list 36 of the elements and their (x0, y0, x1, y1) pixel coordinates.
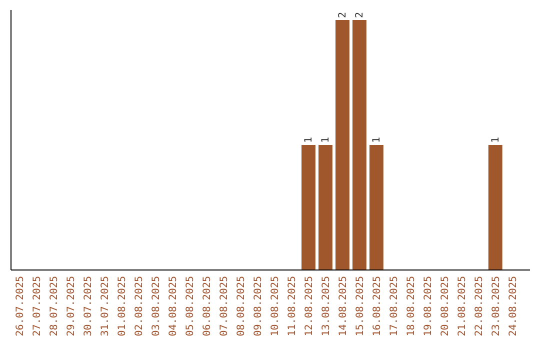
x-tick-label: 05.08.2025 (185, 276, 196, 336)
x-tick-label: 19.08.2025 (422, 276, 434, 336)
x-tick-label: 23.08.2025 (490, 276, 502, 336)
data-label: 1 (303, 136, 314, 143)
x-tick-label: 09.08.2025 (253, 276, 264, 336)
x-tick-label: 01.08.2025 (117, 276, 128, 336)
x-tick-label: 28.07.2025 (49, 276, 60, 336)
x-tick-label: 22.08.2025 (474, 276, 485, 336)
data-label: 1 (490, 136, 502, 143)
x-tick-label: 06.08.2025 (202, 276, 214, 336)
data-label: 1 (371, 136, 382, 143)
x-tick-label: 02.08.2025 (134, 276, 146, 336)
x-tick-label: 24.08.2025 (508, 276, 519, 336)
x-tick-label: 10.08.2025 (270, 276, 281, 336)
x-tick-label: 12.08.2025 (304, 276, 315, 336)
x-tick-label: 07.08.2025 (219, 276, 230, 336)
x-tick-label: 26.07.2025 (15, 276, 26, 336)
data-label: 2 (354, 12, 366, 18)
data-label: 2 (337, 12, 348, 18)
x-tick-label: 14.08.2025 (338, 276, 349, 336)
x-tick-label: 16.08.2025 (372, 276, 383, 336)
x-tick-label: 11.08.2025 (286, 276, 298, 336)
x-tick-label: 30.07.2025 (83, 276, 94, 336)
x-tick-label: 03.08.2025 (151, 276, 162, 336)
x-tick-label: 17.08.2025 (388, 276, 400, 336)
x-tick-label: 04.08.2025 (168, 276, 180, 336)
data-label: 1 (320, 136, 332, 143)
x-tick-label: 13.08.2025 (320, 276, 332, 336)
x-tick-label: 31.07.2025 (100, 276, 112, 336)
x-tick-label: 21.08.2025 (456, 276, 468, 336)
x-tick-label: 20.08.2025 (440, 276, 451, 336)
x-tick-label: 18.08.2025 (406, 276, 417, 336)
x-tick-label: 27.07.2025 (32, 276, 44, 336)
x-tick-label: 29.07.2025 (66, 276, 78, 336)
x-tick-label: 08.08.2025 (236, 276, 248, 336)
x-tick-label: 15.08.2025 (354, 276, 366, 336)
